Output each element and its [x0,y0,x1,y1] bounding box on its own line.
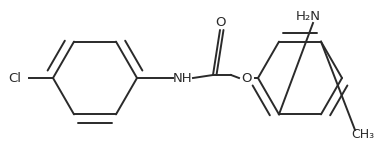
Text: O: O [215,15,225,28]
Text: CH₃: CH₃ [351,129,375,141]
Text: NH: NH [173,72,193,84]
Text: H₂N: H₂N [296,9,320,22]
Text: Cl: Cl [9,72,21,84]
Text: O: O [242,72,252,84]
